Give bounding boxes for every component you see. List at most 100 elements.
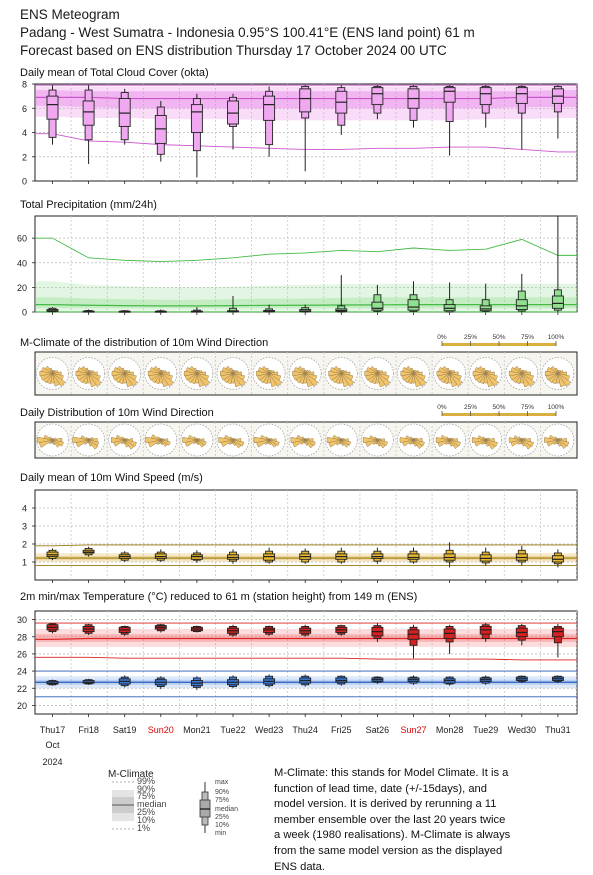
rose-sector — [297, 365, 306, 374]
cloud-inner-box — [515, 87, 528, 104]
tmax-inner-box — [551, 627, 564, 638]
x-day-label: Thu24 — [292, 725, 318, 735]
box-legend-label: 90% — [215, 789, 230, 796]
x-day-label: Fri25 — [331, 725, 352, 735]
meteogram-title: ENS Meteogram — [20, 7, 120, 22]
mclim-dir-rose — [288, 357, 322, 390]
daily-dir-rose — [36, 423, 69, 457]
rose-sector — [400, 370, 414, 377]
temp-panel: 20 22 24 26 28 30 — [17, 610, 578, 717]
rose-sector — [268, 373, 278, 388]
daily-dir-rose — [144, 423, 178, 457]
mclim-dir-rose — [72, 357, 105, 390]
rose-sector — [52, 373, 60, 387]
rose-sector — [521, 373, 535, 387]
rose-sector — [446, 367, 450, 374]
daily-dir-rose — [324, 423, 358, 457]
rose-sector — [413, 439, 423, 449]
daily-dir-rose — [505, 423, 539, 457]
rose-sector — [292, 370, 306, 377]
rose-sector — [508, 437, 522, 443]
mclim-dir-rose — [144, 357, 178, 390]
rose-sector — [485, 373, 494, 388]
rose-sector — [72, 436, 89, 444]
daily-dir-panel — [34, 421, 578, 459]
temp-frame — [34, 610, 578, 715]
rose-sector — [377, 373, 386, 388]
rose-sector — [225, 365, 234, 374]
wind-panel-title: Daily mean of 10m Wind Speed (m/s) — [20, 472, 203, 484]
mclim-dir-rose — [252, 357, 286, 390]
rose-sector — [51, 438, 53, 441]
rose-sector — [544, 370, 558, 377]
rose-sector — [514, 365, 523, 374]
mclimate-p99-line — [35, 544, 577, 547]
rose-sector — [301, 367, 306, 374]
location-line: Padang - West Sumatra - Indonesia 0.95°S… — [20, 25, 475, 40]
y-tick-label: 30 — [17, 615, 27, 625]
box-legend-label: 75% — [215, 797, 230, 804]
mclim-dir-rose — [469, 357, 503, 390]
rose-sector — [449, 373, 458, 388]
rose-sector — [256, 370, 270, 377]
rose-sector — [373, 367, 378, 374]
mclim-dir-rose — [433, 357, 466, 390]
rose-sector — [369, 365, 378, 374]
rose-sector — [124, 373, 133, 388]
rose-sector — [328, 370, 342, 377]
rose-sector — [253, 436, 270, 444]
daily-dir-rose — [361, 423, 394, 457]
x-day-label: Fri18 — [78, 725, 99, 735]
rose-sector — [268, 439, 273, 446]
pct-label: 50% — [492, 404, 505, 411]
rose-sector — [482, 367, 486, 374]
rose-sector — [518, 367, 523, 374]
temp-panel-title: 2m min/max Temperature (°C) reduced to 6… — [20, 591, 418, 603]
mclim-dir-rose — [541, 357, 575, 390]
rose-sector — [88, 439, 93, 447]
rose-sector — [87, 438, 89, 441]
daily-dir-rose — [397, 423, 430, 457]
mclimate-legend-label: median — [137, 799, 167, 809]
precip-inner-box — [515, 299, 528, 310]
y-tick-label: 4 — [22, 128, 27, 138]
rose-sector — [160, 439, 168, 447]
mclim-dir-rose — [108, 357, 142, 390]
mclim-dir-rose — [324, 357, 358, 390]
mclimate-p1-line — [35, 133, 577, 153]
rose-sector — [80, 365, 89, 374]
rose-sector — [364, 370, 378, 377]
rose-sector — [49, 367, 53, 374]
x-day-label: Wed23 — [255, 725, 283, 735]
rose-sector — [412, 438, 414, 441]
rose-sector — [123, 438, 125, 441]
mclim-dir-rose — [216, 357, 250, 390]
rose-sector — [557, 373, 566, 388]
x-month-label: Oct — [45, 740, 60, 750]
x-year-label: 2024 — [42, 757, 62, 767]
rose-sector — [232, 439, 242, 449]
daily-dir-rose — [108, 423, 142, 457]
cloud-inner-box — [154, 115, 167, 144]
precip-inner-box — [407, 299, 420, 311]
daily-dir-rose — [288, 423, 322, 457]
rose-sector — [153, 365, 162, 374]
rose-sector — [333, 365, 342, 374]
rose-sector — [303, 438, 306, 441]
daily-dir-rose — [541, 423, 575, 457]
rose-sector — [435, 437, 450, 443]
rose-sector — [377, 373, 391, 387]
cloud-inner-box — [299, 88, 312, 113]
cloud-inner-box — [46, 95, 59, 120]
rose-sector — [160, 439, 164, 446]
y-tick-label: 0 — [22, 177, 27, 187]
rose-sector — [265, 367, 270, 374]
rose-sector — [550, 365, 559, 374]
pct-label: 25% — [464, 334, 477, 341]
cloud-inner-box — [82, 100, 95, 126]
x-day-label: Tue29 — [473, 725, 498, 735]
rose-sector — [377, 439, 386, 449]
mclimate-note: M-Climate: this stands for Model Climate… — [274, 767, 511, 873]
rose-sector — [377, 439, 382, 447]
y-tick-label: 60 — [17, 234, 27, 244]
